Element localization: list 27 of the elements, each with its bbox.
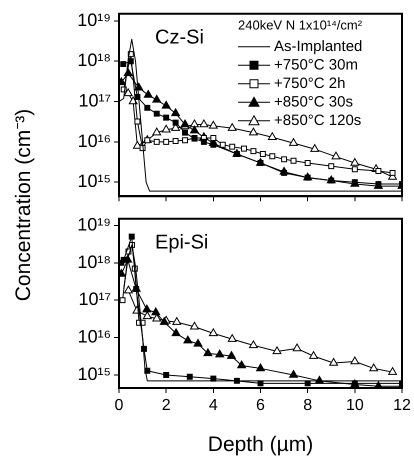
y-axis-title: Concentration (cm⁻³) xyxy=(11,108,36,302)
y-tick-label: 10¹⁸ xyxy=(77,50,111,70)
y-tick-label: 10¹⁹ xyxy=(77,214,111,234)
x-tick-label: 12 xyxy=(393,397,411,414)
x-tick-label: 0 xyxy=(114,397,124,414)
text: Epi-Si xyxy=(155,231,208,254)
y-tick-label: 10¹⁶ xyxy=(78,326,111,347)
legend-label: +850°C 30s xyxy=(274,93,353,110)
x-axis-title: Depth (µm) xyxy=(208,433,314,456)
legend-label: +750°C 30m xyxy=(274,56,358,74)
y-tick-label: 10¹⁷ xyxy=(78,90,111,111)
x-tick-label: 10 xyxy=(346,397,364,414)
legend-label: As-Implanted xyxy=(274,38,362,55)
y-tick-label: 10¹⁵ xyxy=(78,364,111,384)
x-tick-label: 4 xyxy=(208,397,218,414)
y-tick-label: 10¹⁶ xyxy=(78,130,111,151)
y-tick-label: 10¹⁸ xyxy=(77,252,111,272)
text: Cz-Si xyxy=(155,26,204,48)
x-tick-label: 6 xyxy=(256,397,266,414)
legend-title: 240keV N 1x10¹⁴/cm² xyxy=(238,17,363,32)
legend-label: +750°C 2h xyxy=(274,74,346,92)
x-tick-label: 8 xyxy=(303,397,312,414)
legend-label: +850°C 120s xyxy=(274,112,362,129)
y-tick-label: 10¹⁷ xyxy=(78,289,111,310)
y-tick-label: 10¹⁵ xyxy=(78,171,111,192)
x-tick-label: 2 xyxy=(162,397,171,414)
y-tick-label: 10¹⁹ xyxy=(77,10,111,30)
